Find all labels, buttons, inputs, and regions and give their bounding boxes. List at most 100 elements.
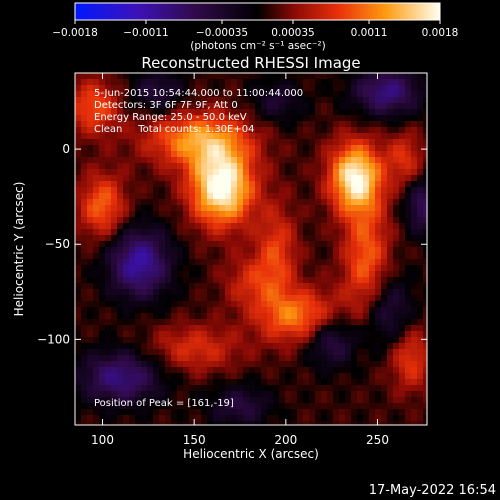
heatmap-cell	[237, 169, 243, 175]
heatmap-cell	[141, 385, 147, 391]
heatmap-cell	[393, 79, 399, 85]
heatmap-cell	[303, 91, 309, 97]
heatmap-cell	[123, 295, 129, 301]
heatmap-cell	[387, 127, 393, 133]
heatmap-cell	[393, 367, 399, 373]
heatmap-cell	[369, 217, 375, 223]
heatmap-cell	[273, 355, 279, 361]
heatmap-cell	[219, 103, 225, 109]
heatmap-cell	[153, 163, 159, 169]
heatmap-cell	[399, 199, 405, 205]
heatmap-cell	[363, 241, 369, 247]
heatmap-cell	[261, 367, 267, 373]
heatmap-cell	[417, 217, 423, 223]
heatmap-cell	[351, 373, 357, 379]
heatmap-cell	[327, 157, 333, 163]
heatmap-cell	[99, 379, 105, 385]
heatmap-cell	[183, 295, 189, 301]
heatmap-cell	[219, 85, 225, 91]
heatmap-cell	[357, 385, 363, 391]
heatmap-cell	[315, 97, 321, 103]
heatmap-cell	[213, 367, 219, 373]
heatmap-cell	[267, 151, 273, 157]
heatmap-cell	[357, 343, 363, 349]
heatmap-cell	[291, 343, 297, 349]
heatmap-cell	[375, 175, 381, 181]
heatmap-cell	[423, 193, 427, 199]
heatmap-cell	[333, 157, 339, 163]
heatmap-cell	[81, 349, 87, 355]
heatmap-cell	[213, 403, 219, 409]
heatmap-cell	[75, 199, 81, 205]
heatmap-cell	[129, 85, 135, 91]
heatmap-cell	[291, 355, 297, 361]
heatmap-cell	[261, 253, 267, 259]
heatmap-cell	[321, 421, 327, 425]
heatmap-cell	[255, 97, 261, 103]
heatmap-cell	[201, 421, 207, 425]
heatmap-cell	[273, 253, 279, 259]
heatmap-cell	[153, 295, 159, 301]
heatmap-cell	[423, 403, 427, 409]
heatmap-cell	[297, 175, 303, 181]
heatmap-cell	[117, 157, 123, 163]
heatmap-cell	[213, 271, 219, 277]
heatmap-cell	[201, 175, 207, 181]
heatmap-cell	[291, 73, 297, 79]
heatmap-cell	[363, 205, 369, 211]
heatmap-cell	[375, 133, 381, 139]
heatmap-cell	[321, 361, 327, 367]
heatmap-cell	[213, 289, 219, 295]
heatmap-cell	[147, 361, 153, 367]
heatmap-cell	[219, 397, 225, 403]
heatmap-cell	[375, 289, 381, 295]
heatmap-cell	[393, 379, 399, 385]
heatmap-cell	[147, 157, 153, 163]
heatmap-cell	[219, 367, 225, 373]
heatmap-cell	[423, 139, 427, 145]
heatmap-cell	[201, 277, 207, 283]
heatmap-cell	[99, 289, 105, 295]
heatmap-cell	[105, 421, 111, 425]
heatmap-cell	[171, 403, 177, 409]
heatmap-cell	[237, 205, 243, 211]
heatmap-cell	[315, 397, 321, 403]
heatmap-cell	[309, 139, 315, 145]
heatmap-cell	[93, 343, 99, 349]
heatmap-cell	[273, 373, 279, 379]
heatmap-cell	[339, 181, 345, 187]
heatmap-cell	[387, 235, 393, 241]
heatmap-cell	[363, 73, 369, 79]
heatmap-cell	[183, 421, 189, 425]
heatmap-cell	[171, 355, 177, 361]
heatmap-cell	[363, 313, 369, 319]
heatmap-cell	[237, 349, 243, 355]
heatmap-cell	[141, 79, 147, 85]
heatmap-cell	[99, 301, 105, 307]
heatmap-cell	[273, 133, 279, 139]
heatmap-cell	[93, 307, 99, 313]
heatmap-cell	[231, 277, 237, 283]
heatmap-cell	[333, 301, 339, 307]
heatmap-cell	[123, 205, 129, 211]
heatmap-cell	[303, 319, 309, 325]
heatmap-cell	[327, 295, 333, 301]
heatmap-cell	[165, 289, 171, 295]
heatmap-cell	[261, 79, 267, 85]
heatmap-cell	[117, 355, 123, 361]
heatmap-cell	[75, 169, 81, 175]
heatmap-cell	[231, 325, 237, 331]
heatmap-cell	[291, 337, 297, 343]
heatmap-cell	[213, 235, 219, 241]
heatmap-cell	[369, 373, 375, 379]
heatmap-cell	[405, 97, 411, 103]
heatmap-cell	[279, 109, 285, 115]
heatmap-cell	[87, 181, 93, 187]
heatmap-cell	[195, 103, 201, 109]
heatmap-cell	[129, 223, 135, 229]
heatmap-cell	[207, 259, 213, 265]
heatmap-cell	[363, 259, 369, 265]
heatmap-cell	[333, 133, 339, 139]
heatmap-cell	[87, 169, 93, 175]
heatmap-cell	[369, 127, 375, 133]
